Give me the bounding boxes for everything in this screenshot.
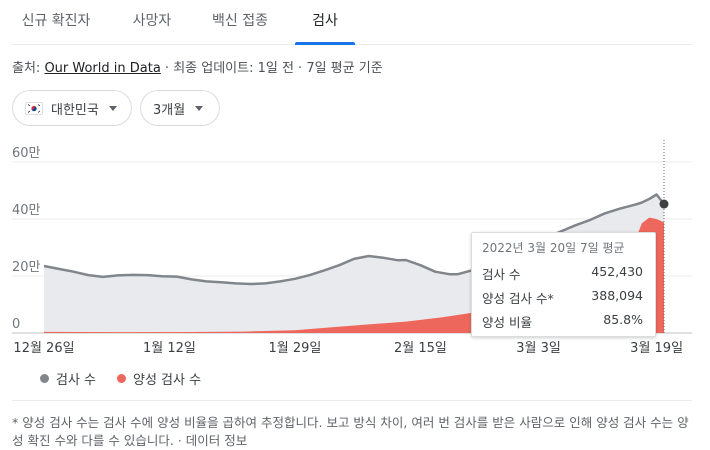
tooltip-row-tests: 검사 수 452,430 bbox=[482, 264, 643, 284]
legend-item-tests: 검사 수 bbox=[40, 369, 96, 388]
tooltip-row-positivity: 양성 비율 85.8% bbox=[482, 312, 643, 332]
tooltip-label: 검사 수 bbox=[482, 267, 521, 282]
tab-deaths[interactable]: 사망자 bbox=[132, 13, 172, 29]
tooltip-value: 85.8% bbox=[603, 312, 643, 327]
tab-bar: 신규 확진자 사망자 백신 접종 검사 bbox=[12, 0, 692, 45]
chart-tooltip: 2022년 3월 20일 7일 평균 검사 수 452,430 양성 검사 수*… bbox=[471, 232, 656, 337]
tooltip-label: 양성 검사 수* bbox=[482, 291, 554, 306]
legend-item-positive: 양성 검사 수 bbox=[117, 369, 201, 388]
source-link[interactable]: Our World in Data bbox=[44, 61, 161, 76]
tab-new-cases[interactable]: 신규 확진자 bbox=[21, 13, 91, 29]
tooltip-value: 388,094 bbox=[591, 288, 643, 303]
chevron-down-icon bbox=[108, 105, 117, 111]
tooltip-title: 2022년 3월 20일 7일 평균 bbox=[482, 241, 625, 255]
x-tick-label: 1월 12일 bbox=[143, 341, 196, 356]
tooltip-value: 452,430 bbox=[591, 264, 643, 279]
x-tick-label: 2월 15일 bbox=[394, 341, 447, 356]
tooltip-label: 양성 비율 bbox=[482, 315, 532, 330]
kr-flag-icon bbox=[25, 101, 43, 115]
source-prefix: 출처: bbox=[12, 61, 45, 76]
source-line: 출처: Our World in Data · 최종 업데이트: 1일 전 · … bbox=[12, 57, 383, 76]
chevron-down-icon bbox=[195, 105, 204, 111]
x-tick-label: 1월 29일 bbox=[269, 341, 322, 356]
footnote: * 양성 검사 수는 검사 수에 양성 비율을 곱하여 추정합니다. 보고 방식… bbox=[12, 415, 689, 448]
tooltip-row-positive: 양성 검사 수* 388,094 bbox=[482, 288, 643, 308]
hover-point bbox=[659, 199, 669, 209]
y-tick-label: 0 bbox=[12, 317, 20, 332]
legend-dot-icon bbox=[117, 374, 126, 383]
legend-dot-icon bbox=[40, 374, 49, 383]
x-tick-label: 12월 26일 bbox=[13, 341, 74, 356]
y-tick-label: 40만 bbox=[12, 203, 41, 218]
legend-label: 검사 수 bbox=[56, 373, 97, 388]
active-tab-indicator bbox=[295, 42, 355, 45]
y-tick-label: 20만 bbox=[12, 260, 41, 275]
tab-tests[interactable]: 검사 bbox=[312, 13, 338, 29]
y-tick-label: 60만 bbox=[12, 146, 41, 161]
x-tick-label: 3월 19일 bbox=[630, 341, 683, 356]
x-tick-label: 3월 3일 bbox=[516, 341, 561, 356]
legend-label: 양성 검사 수 bbox=[133, 373, 202, 388]
country-select[interactable]: 대한민국 bbox=[12, 90, 132, 126]
tab-vaccinations[interactable]: 백신 접종 bbox=[212, 13, 268, 29]
country-select-label: 대한민국 bbox=[51, 102, 99, 118]
divider bbox=[12, 400, 692, 401]
period-select[interactable]: 3개월 bbox=[140, 90, 220, 126]
tests-line bbox=[43, 193, 665, 286]
period-select-label: 3개월 bbox=[153, 102, 186, 118]
source-update-info: · 최종 업데이트: 1일 전 · 7일 평균 기준 bbox=[160, 61, 383, 76]
